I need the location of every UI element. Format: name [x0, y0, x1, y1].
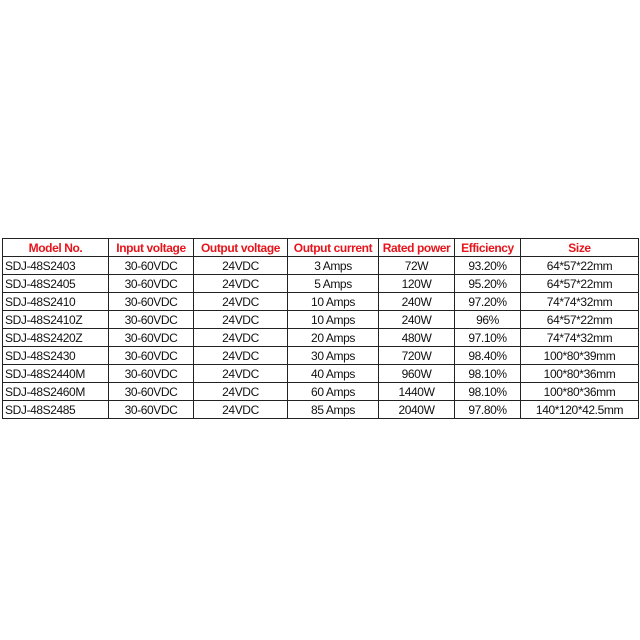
table-cell: 20 Amps [287, 328, 379, 347]
table-cell: 240W [378, 292, 455, 311]
table-cell: 24VDC [193, 400, 288, 419]
table-cell: SDJ-48S2410Z [2, 310, 109, 329]
table-cell: 24VDC [193, 328, 288, 347]
table-cell: 30-60VDC [108, 400, 194, 419]
table-row: SDJ-48S2405 30-60VDC 24VDC 5 Amps 120W 95.20%… [2, 274, 639, 293]
table-cell: 24VDC [193, 256, 288, 275]
table-cell: 140*120*42.5mm [520, 400, 639, 419]
table-cell: 64*57*22mm [520, 310, 639, 329]
header-cell: Output current [287, 238, 379, 257]
table-cell: 30-60VDC [108, 292, 194, 311]
table-row: SDJ-48S2460M 30-60VDC 24VDC 60 Amps 1440W 98.… [2, 382, 639, 401]
table-cell: 960W [378, 364, 455, 383]
table-row: SDJ-48S2430 30-60VDC 24VDC 30 Amps 720W 98.40… [2, 346, 639, 365]
table-row: SDJ-48S2440M 30-60VDC 24VDC 40 Amps 960W 98.1… [2, 364, 639, 383]
table-cell: 240W [378, 310, 455, 329]
table-cell: 30-60VDC [108, 364, 194, 383]
table-cell: 24VDC [193, 274, 288, 293]
table-cell: 30-60VDC [108, 310, 194, 329]
table-cell: 60 Amps [287, 382, 379, 401]
table-cell: 24VDC [193, 346, 288, 365]
table-cell: 10 Amps [287, 310, 379, 329]
table-cell: 10 Amps [287, 292, 379, 311]
table-cell: 2040W [378, 400, 455, 419]
table-cell: SDJ-48S2440M [2, 364, 109, 383]
table-row: SDJ-48S2410Z 30-60VDC 24VDC 10 Amps 240W 96% 6… [2, 310, 639, 329]
header-cell: Efficiency [454, 238, 521, 257]
table-row: SDJ-48S2420Z 30-60VDC 24VDC 20 Amps 480W 97.1… [2, 328, 639, 347]
table-row: SDJ-48S2403 30-60VDC 24VDC 3 Amps 72W 93.20% 6… [2, 256, 639, 275]
header-cell: Output voltage [193, 238, 288, 257]
table-cell: 64*57*22mm [520, 256, 639, 275]
table-cell: SDJ-48S2485 [2, 400, 109, 419]
table-row: SDJ-48S2485 30-60VDC 24VDC 85 Amps 2040W 97.8… [2, 400, 639, 419]
spec-table: Model No. Input voltage Output voltage Outp… [2, 238, 639, 419]
table-cell: 120W [378, 274, 455, 293]
table-cell: 100*80*36mm [520, 364, 639, 383]
table-cell: 30-60VDC [108, 274, 194, 293]
table-cell: SDJ-48S2410 [2, 292, 109, 311]
table-cell: 74*74*32mm [520, 328, 639, 347]
table-cell: 74*74*32mm [520, 292, 639, 311]
table-cell: 5 Amps [287, 274, 379, 293]
header-cell: Rated power [378, 238, 455, 257]
table-cell: SDJ-48S2403 [2, 256, 109, 275]
table-cell: 100*80*36mm [520, 382, 639, 401]
table-body: SDJ-48S2403 30-60VDC 24VDC 3 Amps 72W 93.20% 6… [2, 256, 639, 419]
table-cell: 24VDC [193, 310, 288, 329]
table-cell: 97.10% [454, 328, 521, 347]
table-cell: 3 Amps [287, 256, 379, 275]
table-cell: 24VDC [193, 382, 288, 401]
table-cell: 30-60VDC [108, 328, 194, 347]
header-cell: Model No. [2, 238, 109, 257]
table-cell: SDJ-48S2405 [2, 274, 109, 293]
table-cell: 40 Amps [287, 364, 379, 383]
table-cell: 72W [378, 256, 455, 275]
table-cell: 30-60VDC [108, 256, 194, 275]
table-cell: 480W [378, 328, 455, 347]
table-cell: 97.80% [454, 400, 521, 419]
table-cell: 97.20% [454, 292, 521, 311]
table-cell: 720W [378, 346, 455, 365]
table-cell: 30 Amps [287, 346, 379, 365]
table-cell: 96% [454, 310, 521, 329]
table-cell: 98.10% [454, 382, 521, 401]
header-row: Model No. Input voltage Output voltage Outp… [2, 238, 639, 257]
table-cell: 30-60VDC [108, 346, 194, 365]
table-cell: SDJ-48S2420Z [2, 328, 109, 347]
table-cell: 24VDC [193, 364, 288, 383]
table-cell: SDJ-48S2460M [2, 382, 109, 401]
table-row: SDJ-48S2410 30-60VDC 24VDC 10 Amps 240W 97.20… [2, 292, 639, 311]
table-cell: SDJ-48S2430 [2, 346, 109, 365]
table-cell: 93.20% [454, 256, 521, 275]
table-cell: 64*57*22mm [520, 274, 639, 293]
table-cell: 30-60VDC [108, 382, 194, 401]
table-cell: 100*80*39mm [520, 346, 639, 365]
header-cell: Size [520, 238, 639, 257]
table-cell: 98.10% [454, 364, 521, 383]
table-cell: 24VDC [193, 292, 288, 311]
table-cell: 95.20% [454, 274, 521, 293]
table-cell: 85 Amps [287, 400, 379, 419]
table-cell: 98.40% [454, 346, 521, 365]
header-cell: Input voltage [108, 238, 194, 257]
table-cell: 1440W [378, 382, 455, 401]
